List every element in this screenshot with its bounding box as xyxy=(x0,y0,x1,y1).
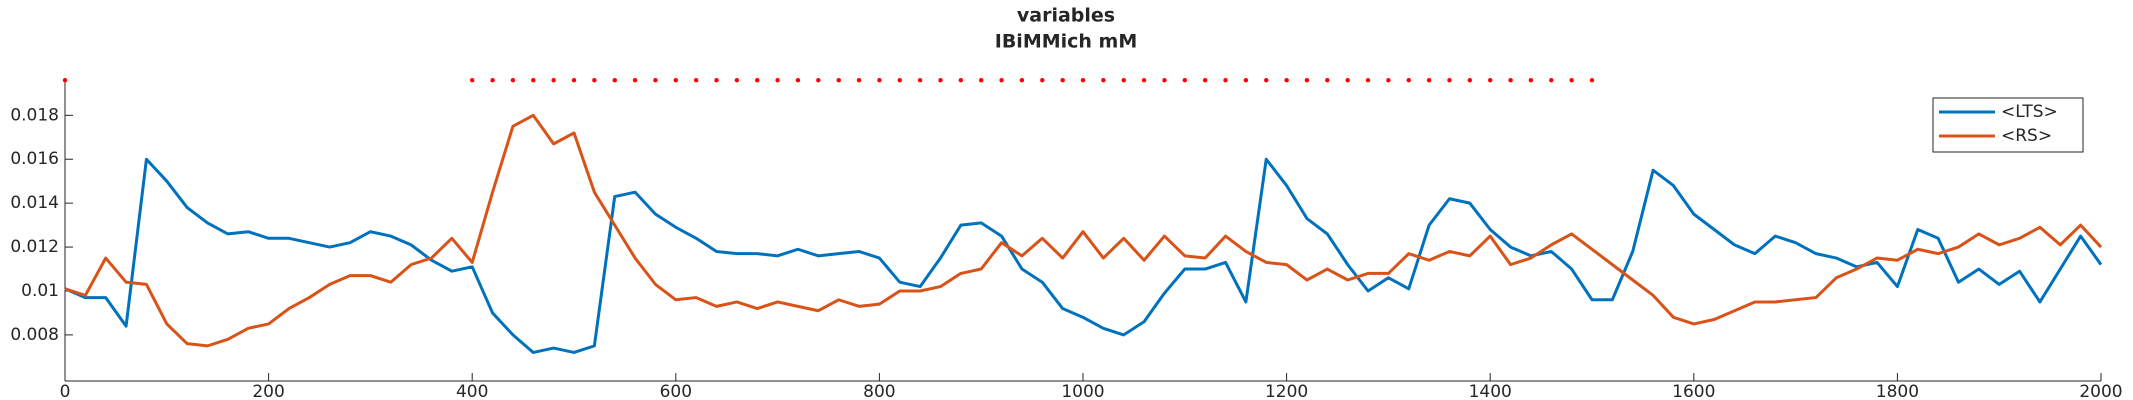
marker-dot xyxy=(1223,77,1228,83)
marker-dot xyxy=(1406,77,1411,83)
marker-dot xyxy=(938,77,943,83)
marker-dot xyxy=(1386,77,1391,83)
marker-dot xyxy=(1488,77,1493,83)
marker-dot xyxy=(1141,77,1147,83)
marker-dot xyxy=(917,77,923,83)
marker-dot xyxy=(1182,77,1188,83)
marker-dot xyxy=(1569,77,1574,83)
marker-dot xyxy=(531,77,536,83)
legend-box xyxy=(1932,97,2084,153)
marker-dot xyxy=(551,77,556,83)
marker-dot xyxy=(1080,77,1086,83)
marker-dot xyxy=(1040,77,1045,83)
marker-dot xyxy=(1589,77,1595,83)
x-tick-label: 1000 xyxy=(1061,382,1104,400)
x-tick-label: 1400 xyxy=(1469,382,1512,400)
marker-dot xyxy=(714,77,719,83)
marker-dot xyxy=(1325,77,1330,83)
marker-dot xyxy=(1019,77,1025,83)
marker-dot xyxy=(653,77,658,83)
marker-dot xyxy=(673,77,678,83)
marker-dot xyxy=(1202,77,1208,83)
marker-dot xyxy=(490,77,495,83)
marker-dot xyxy=(755,77,760,83)
marker-dot xyxy=(958,77,964,83)
y-tick-label: 0.014 xyxy=(10,193,59,213)
legend-label: <LTS> xyxy=(2001,102,2058,122)
marker-dot xyxy=(1549,77,1554,83)
y-tick-label: 0.008 xyxy=(10,325,59,345)
x-tick-label: 0 xyxy=(60,382,71,400)
marker-dot xyxy=(1264,77,1269,83)
marker-dot xyxy=(856,77,862,83)
marker-dot xyxy=(1121,77,1126,83)
marker-dot xyxy=(795,77,801,83)
marker-dot xyxy=(734,77,740,83)
marker-dot xyxy=(775,77,780,83)
x-tick-label: 400 xyxy=(456,382,488,400)
marker-dot xyxy=(693,77,699,83)
x-tick-label: 1600 xyxy=(1672,382,1715,400)
x-tick-label: 800 xyxy=(863,382,895,400)
marker-dot xyxy=(571,77,577,83)
marker-dot xyxy=(1345,77,1350,83)
marker-dot xyxy=(1101,77,1106,83)
marker-dot xyxy=(62,77,68,83)
legend-label: <RS> xyxy=(2001,126,2052,146)
x-tick-label: 1200 xyxy=(1265,382,1308,400)
marker-dot xyxy=(979,77,984,83)
marker-dot xyxy=(1284,77,1289,83)
marker-dot xyxy=(1365,77,1371,83)
y-tick-label: 0.018 xyxy=(10,105,59,125)
marker-dot xyxy=(510,77,516,83)
marker-dot xyxy=(836,77,841,83)
marker-dot xyxy=(1060,77,1065,83)
marker-dot xyxy=(816,77,821,83)
marker-dot xyxy=(1243,77,1249,83)
x-tick-label: 600 xyxy=(660,382,692,400)
marker-dot xyxy=(1508,77,1513,83)
marker-dot xyxy=(592,77,597,83)
chart-title: variables xyxy=(1017,5,1115,27)
marker-dot xyxy=(1467,77,1473,83)
series-line xyxy=(64,157,2103,354)
chart-subtitle: IBiMMich mM xyxy=(995,31,1138,53)
marker-dot xyxy=(632,77,638,83)
y-tick-label: 0.012 xyxy=(10,237,59,257)
y-tick-label: 0.01 xyxy=(21,281,59,301)
marker-dot xyxy=(897,77,902,83)
marker-dot xyxy=(1304,77,1310,83)
marker-dot xyxy=(612,77,617,83)
marker-dot xyxy=(1447,77,1452,83)
x-tick-label: 200 xyxy=(252,382,284,400)
marker-dot xyxy=(1426,77,1432,83)
x-tick-label: 1800 xyxy=(1876,382,1919,400)
x-tick-label: 2000 xyxy=(2079,382,2122,400)
series-line xyxy=(64,113,2103,348)
marker-dot xyxy=(470,77,475,83)
marker-dot xyxy=(877,77,882,83)
marker-dot xyxy=(999,77,1004,83)
marker-dot xyxy=(1162,77,1167,83)
y-tick-label: 0.016 xyxy=(10,149,59,169)
marker-dot xyxy=(1528,77,1534,83)
